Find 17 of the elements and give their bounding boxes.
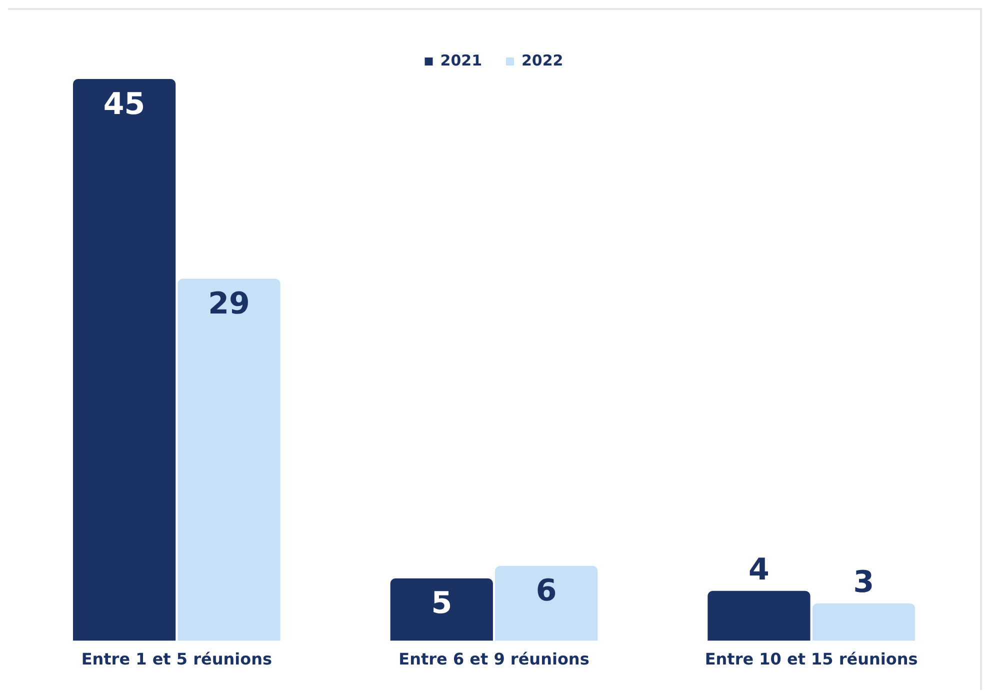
bar (72, 79, 176, 641)
legend-label: 2022 (522, 51, 564, 70)
data-label: 4 (748, 552, 770, 588)
bar (708, 590, 810, 641)
legend-label: 2021 (440, 51, 482, 70)
data-label: 5 (431, 586, 452, 622)
bar (178, 278, 280, 641)
data-label: 6 (536, 574, 557, 609)
bar (495, 566, 598, 641)
x-tick-label: Entre 10 et 15 réunions (704, 650, 918, 669)
bar (812, 603, 916, 641)
data-label: 29 (208, 286, 250, 322)
x-tick-label: Entre 6 et 9 réunions (398, 650, 590, 669)
x-tick-label: Entre 1 et 5 réunions (81, 650, 272, 669)
bar (390, 578, 493, 641)
data-label: 45 (103, 86, 146, 122)
data-label: 3 (853, 565, 874, 600)
